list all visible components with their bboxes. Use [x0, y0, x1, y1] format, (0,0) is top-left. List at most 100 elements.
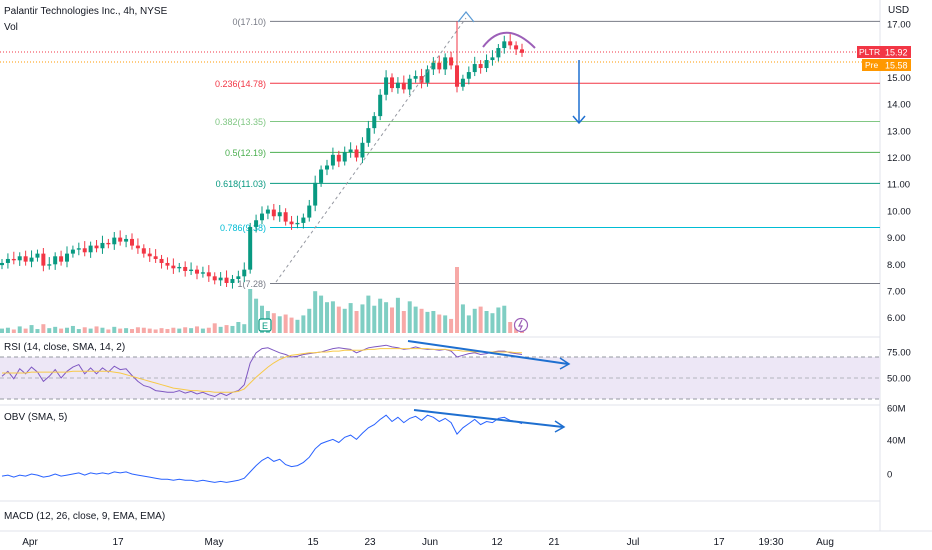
volume-bar: [35, 329, 40, 333]
candle-body: [271, 209, 276, 217]
candle-body: [378, 94, 383, 117]
candle-body: [313, 182, 318, 206]
fib-level-label: 0.5(12.19): [225, 148, 266, 158]
last-price-tag: PLTR 15.92: [857, 46, 911, 58]
price-tick-label: 13.00: [887, 126, 911, 137]
obv-tick-label: 60M: [887, 404, 906, 415]
obv-tick-label: 40M: [887, 436, 906, 447]
volume-bar: [437, 314, 442, 333]
volume-bar: [384, 302, 389, 333]
obv-divergence-arrowhead[interactable]: [554, 420, 566, 433]
candle-body: [466, 72, 471, 79]
candle-body: [195, 269, 199, 274]
volume-bar: [82, 327, 87, 333]
candle-body: [301, 217, 306, 223]
svg-text:E: E: [262, 321, 268, 331]
lightning-icon[interactable]: [513, 317, 529, 333]
volume-bar: [135, 327, 140, 333]
candle-body: [307, 205, 312, 218]
volume-bar: [301, 315, 306, 333]
candle-body: [295, 222, 300, 225]
fib-level-label: 0.236(14.78): [215, 79, 266, 89]
last-symbol-bg: [857, 46, 881, 58]
fib-level-label: 1(7.28): [237, 279, 266, 289]
candle-body: [490, 57, 495, 61]
price-tick-label: 8.00: [887, 260, 906, 271]
candle-body: [496, 48, 501, 58]
candle-body: [514, 45, 519, 50]
candle-body: [407, 78, 412, 90]
obv-divergence-line[interactable]: [413, 409, 564, 428]
vol-label: Vol: [4, 22, 18, 33]
macd-label: MACD (12, 26, close, 9, EMA, EMA): [4, 511, 165, 522]
volume-bar: [478, 306, 483, 333]
candle-body: [330, 154, 335, 166]
candle-body: [443, 57, 448, 70]
volume-bar: [23, 328, 28, 333]
pre-value-bg: [881, 59, 911, 71]
panel-separators: [0, 0, 932, 532]
candle-body: [342, 152, 347, 162]
candle-body: [360, 142, 365, 158]
volume-bar: [94, 326, 99, 333]
fib-level-label: 0.618(11.03): [216, 179, 266, 189]
volume-bar: [0, 328, 4, 333]
price-tick-label: 11.00: [887, 180, 910, 191]
volume-bar: [289, 317, 294, 333]
volume-bar: [130, 329, 134, 333]
candle-body: [366, 128, 371, 143]
volume-bar: [189, 328, 194, 333]
candle-body: [76, 248, 81, 250]
currency-label: USD: [888, 5, 909, 16]
price-tick-label: 6.00: [887, 313, 906, 324]
rsi-band: [0, 357, 880, 399]
candle-body: [260, 213, 264, 221]
volume-bar: [425, 311, 430, 333]
candle-body: [236, 276, 241, 279]
fib-level-label: 0.786(9.38): [220, 223, 266, 233]
volume-bar: [212, 323, 217, 333]
volume-bar: [413, 306, 418, 333]
rsi-divergence-arrowhead[interactable]: [559, 357, 571, 370]
candle-body: [224, 277, 229, 283]
candle-body: [478, 64, 483, 69]
fib-level-label: 0(17.10): [232, 17, 266, 27]
volume-bar: [283, 314, 288, 333]
obv-indicator: [1, 414, 523, 483]
volume-bar: [360, 304, 365, 333]
volume-bar: [17, 326, 22, 333]
volume-bar: [88, 328, 93, 333]
volume-bar: [336, 306, 341, 333]
volume-bar: [59, 328, 64, 333]
down-arrow-head[interactable]: [572, 115, 586, 125]
volume-bar: [443, 315, 448, 333]
price-axis: 17.0016.0015.0014.0013.0012.0011.0010.00…: [887, 20, 911, 481]
volume-bar: [183, 327, 188, 333]
peak-chevron[interactable]: [457, 11, 475, 23]
candle-body: [425, 69, 430, 83]
candle-body: [35, 253, 40, 258]
candle-body: [319, 169, 324, 183]
candle-body: [17, 256, 22, 261]
candle-body: [508, 41, 513, 46]
candle-body: [183, 266, 188, 271]
rounding-top-arc[interactable]: [482, 31, 536, 49]
earnings-icon[interactable]: E: [258, 318, 272, 332]
obv-line: [1, 414, 523, 483]
last-symbol: PLTR: [859, 47, 880, 57]
volume-bar: [76, 329, 81, 333]
candle-body: [130, 238, 134, 246]
volume-bar: [218, 326, 223, 333]
price-tick-label: 12.00: [887, 153, 911, 164]
time-tick-label: Apr: [22, 537, 38, 548]
volume-bar: [419, 308, 424, 333]
candle-body: [502, 41, 507, 49]
volume-bar: [466, 315, 471, 333]
fib-trend-line[interactable]: [275, 17, 467, 283]
last-value: 15.92: [885, 48, 908, 58]
rsi-divergence-line[interactable]: [407, 340, 569, 365]
rsi-tick-label: 50.00: [887, 374, 911, 385]
time-tick-label: 17: [713, 537, 725, 548]
drawing-annotations: [275, 11, 586, 433]
